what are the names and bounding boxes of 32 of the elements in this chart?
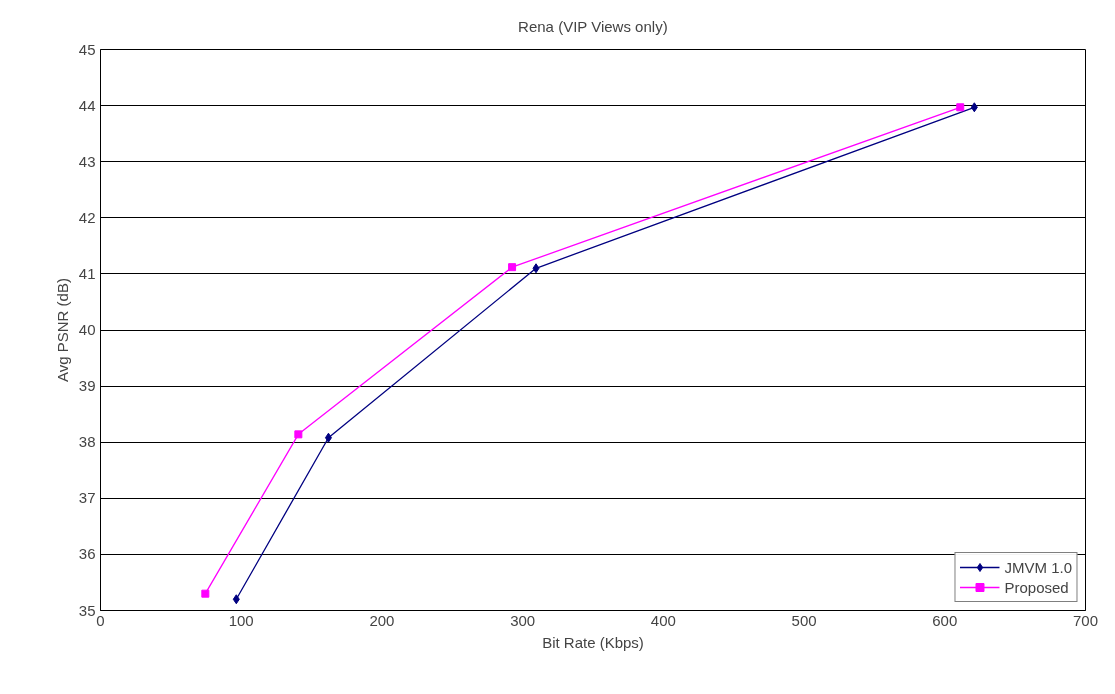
- y-tick-label: 40: [78, 321, 96, 338]
- x-tick-label: 500: [791, 611, 817, 629]
- x-tick-label: 100: [228, 611, 254, 629]
- point: [201, 589, 210, 598]
- y-tick-label: 41: [78, 264, 96, 282]
- y-tick-label: 44: [78, 96, 96, 114]
- y-axis-title: Avg PSNR (dB): [53, 278, 71, 382]
- y-tick-label: 38: [78, 433, 96, 451]
- x-tick-label: 600: [932, 611, 958, 629]
- point: [294, 430, 303, 439]
- point: [970, 102, 978, 113]
- point: [508, 263, 517, 272]
- x-tick-label: 400: [650, 611, 676, 629]
- y-tick-label: 35: [78, 601, 96, 619]
- point: [532, 263, 540, 274]
- legend-label: JMVM 1.0: [1004, 558, 1072, 576]
- legend-label: Proposed: [1004, 578, 1069, 596]
- y-tick-label: 36: [78, 545, 96, 563]
- y-tick-label: 39: [78, 377, 96, 395]
- x-axis-title: Bit Rate (Kbps): [542, 633, 644, 651]
- x-tick-label: 300: [510, 611, 536, 629]
- x-tick-label: 700: [1072, 611, 1099, 629]
- y-tick-label: 42: [78, 208, 96, 226]
- point: [232, 594, 240, 605]
- y-tick-label: 43: [78, 152, 96, 170]
- point: [324, 432, 332, 443]
- x-tick-label: 0: [96, 611, 105, 629]
- chart-title: Rena (VIP Views only): [518, 17, 668, 35]
- y-tick-label: 37: [78, 489, 96, 507]
- y-tick-label: 45: [78, 40, 96, 58]
- point: [956, 103, 965, 112]
- x-tick-label: 200: [369, 611, 395, 629]
